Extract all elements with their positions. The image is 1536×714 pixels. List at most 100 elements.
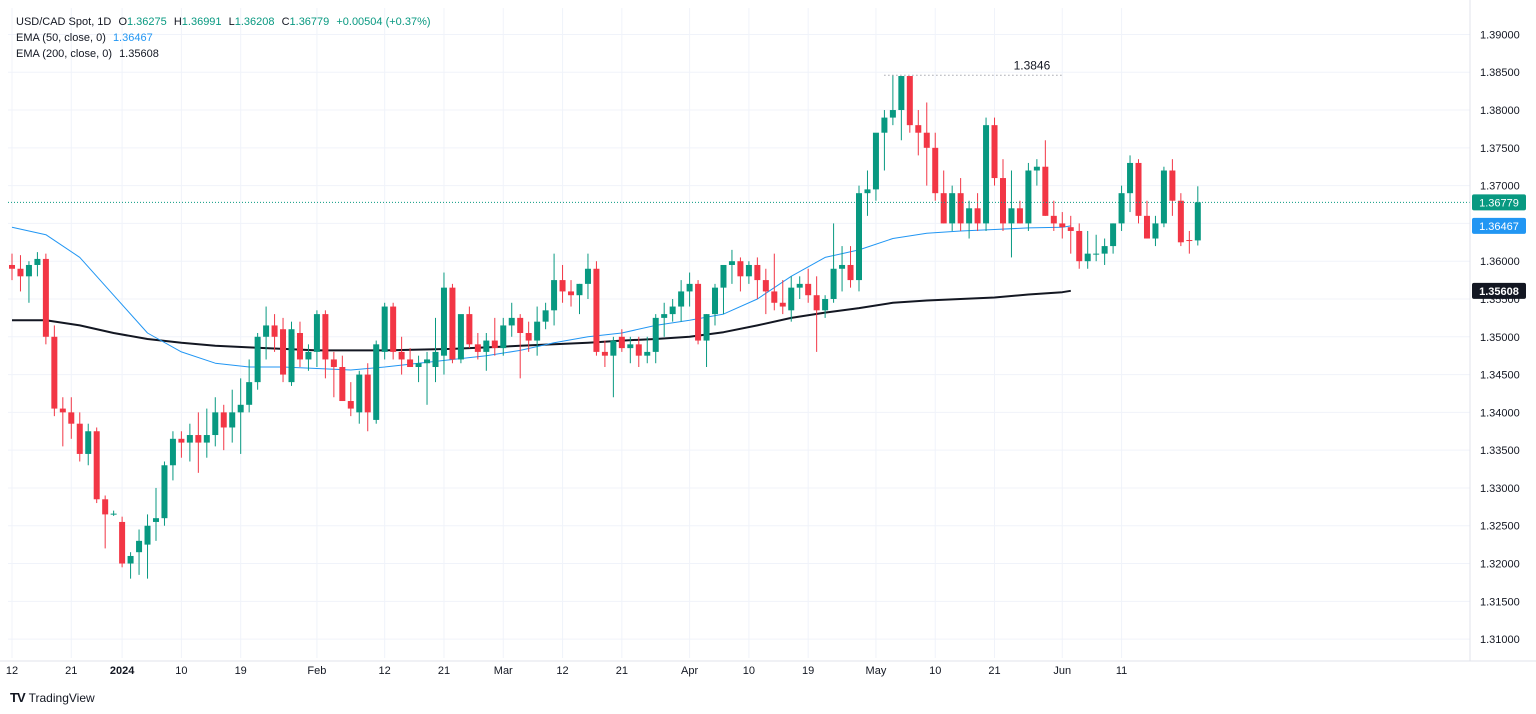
candle: [644, 336, 651, 364]
candle-body: [889, 110, 896, 118]
candle: [991, 117, 998, 186]
candle-body: [559, 280, 566, 292]
candle-body: [856, 193, 862, 281]
x-tick-label: 12: [6, 665, 18, 677]
candle: [415, 355, 422, 383]
candle: [229, 389, 236, 443]
ema200-line-group: [12, 289, 1071, 352]
candle-body: [669, 306, 676, 315]
candle-body: [652, 317, 659, 352]
x-tick-label: 10: [929, 665, 941, 677]
low-label: L: [228, 16, 235, 28]
ema50-legend-label: EMA (50, close, 0): [16, 32, 106, 44]
x-tick-label: Jun: [1053, 665, 1071, 677]
candle-body: [1050, 215, 1057, 224]
candle: [627, 336, 634, 364]
ema200-legend-row[interactable]: EMA (200, close, 0) 1.35608: [16, 46, 431, 62]
candle-body: [51, 336, 58, 409]
candle: [796, 276, 803, 299]
candle: [466, 306, 473, 349]
y-tick-label: 1.31000: [1480, 634, 1520, 646]
candle: [254, 333, 261, 390]
candle-body: [271, 325, 278, 337]
candle: [1033, 159, 1040, 186]
candle-body: [957, 193, 964, 224]
candle: [839, 246, 846, 292]
candle: [508, 302, 515, 337]
candle-body: [898, 76, 905, 111]
candle-body: [1101, 246, 1108, 254]
candle: [424, 351, 431, 405]
candle-body: [1127, 162, 1134, 194]
candle: [1084, 230, 1091, 269]
candle: [618, 329, 625, 352]
candle-body: [872, 132, 879, 190]
high-label: H: [173, 16, 182, 28]
candle-body: [847, 264, 854, 281]
y-tick-label: 1.32000: [1480, 559, 1520, 571]
candle-body: [466, 314, 473, 345]
candle: [110, 510, 117, 516]
candle: [1169, 159, 1176, 216]
x-tick-label: 11: [1116, 665, 1127, 677]
candle-body: [1135, 162, 1142, 216]
candle-body: [483, 340, 490, 352]
candle-body: [627, 344, 634, 349]
ema50-legend-row[interactable]: EMA (50, close, 0) 1.36467: [16, 30, 431, 46]
candle: [373, 340, 380, 424]
y-tick-label: 1.37000: [1480, 181, 1520, 193]
candle-body: [720, 264, 727, 288]
candle-body: [966, 208, 973, 224]
candle: [203, 408, 210, 458]
candle: [491, 317, 498, 356]
candle: [881, 110, 888, 171]
candle: [686, 272, 693, 307]
candle: [186, 423, 193, 462]
candle: [17, 255, 24, 292]
candle: [483, 333, 490, 371]
candle: [1127, 155, 1134, 213]
candle: [9, 253, 15, 281]
candle-body: [59, 408, 66, 413]
candle-body: [940, 193, 947, 224]
candle-body: [322, 314, 329, 360]
x-tick-label: Mar: [494, 665, 513, 677]
candle-body: [1143, 215, 1150, 239]
x-tick-label: 12: [556, 665, 568, 677]
y-axis[interactable]: 1.31000 1.31500 1.32000 1.32500 1.33000 1.335…: [1469, 0, 1520, 661]
candle: [745, 261, 752, 284]
candle: [635, 336, 642, 368]
candle: [830, 223, 837, 303]
candle-body: [152, 518, 159, 522]
candle: [754, 257, 761, 299]
candle-body: [9, 264, 15, 269]
candle: [872, 132, 879, 201]
candle-body: [288, 329, 295, 383]
candle-body: [305, 351, 312, 360]
candle: [678, 280, 685, 322]
candle: [457, 314, 464, 364]
candle-body: [517, 317, 524, 333]
last-price-tag-bg: [1472, 194, 1526, 211]
candle: [34, 252, 41, 277]
tradingview-brand[interactable]: TV TradingView: [10, 690, 95, 705]
candle: [1143, 200, 1150, 239]
x-axis[interactable]: 12 21 2024 10 19 Feb 12 21 Mar 12 21 Apr 10 19 May 10 21…: [0, 660, 1536, 677]
candle: [652, 314, 659, 364]
candle-body: [93, 431, 100, 500]
candle: [347, 382, 354, 417]
candle-body: [1177, 200, 1184, 243]
candle: [1110, 223, 1117, 254]
candle: [102, 495, 109, 549]
candle-body: [1186, 240, 1193, 242]
y-tick-label: 1.35000: [1480, 332, 1520, 344]
candle-body: [813, 295, 820, 311]
candle: [932, 132, 939, 201]
candle: [661, 302, 668, 337]
overlays: 1.3846: [8, 58, 1470, 203]
y-tick-label: 1.36000: [1480, 256, 1520, 268]
candle-body: [830, 268, 837, 299]
candle: [898, 76, 905, 141]
candle-body: [42, 258, 49, 337]
